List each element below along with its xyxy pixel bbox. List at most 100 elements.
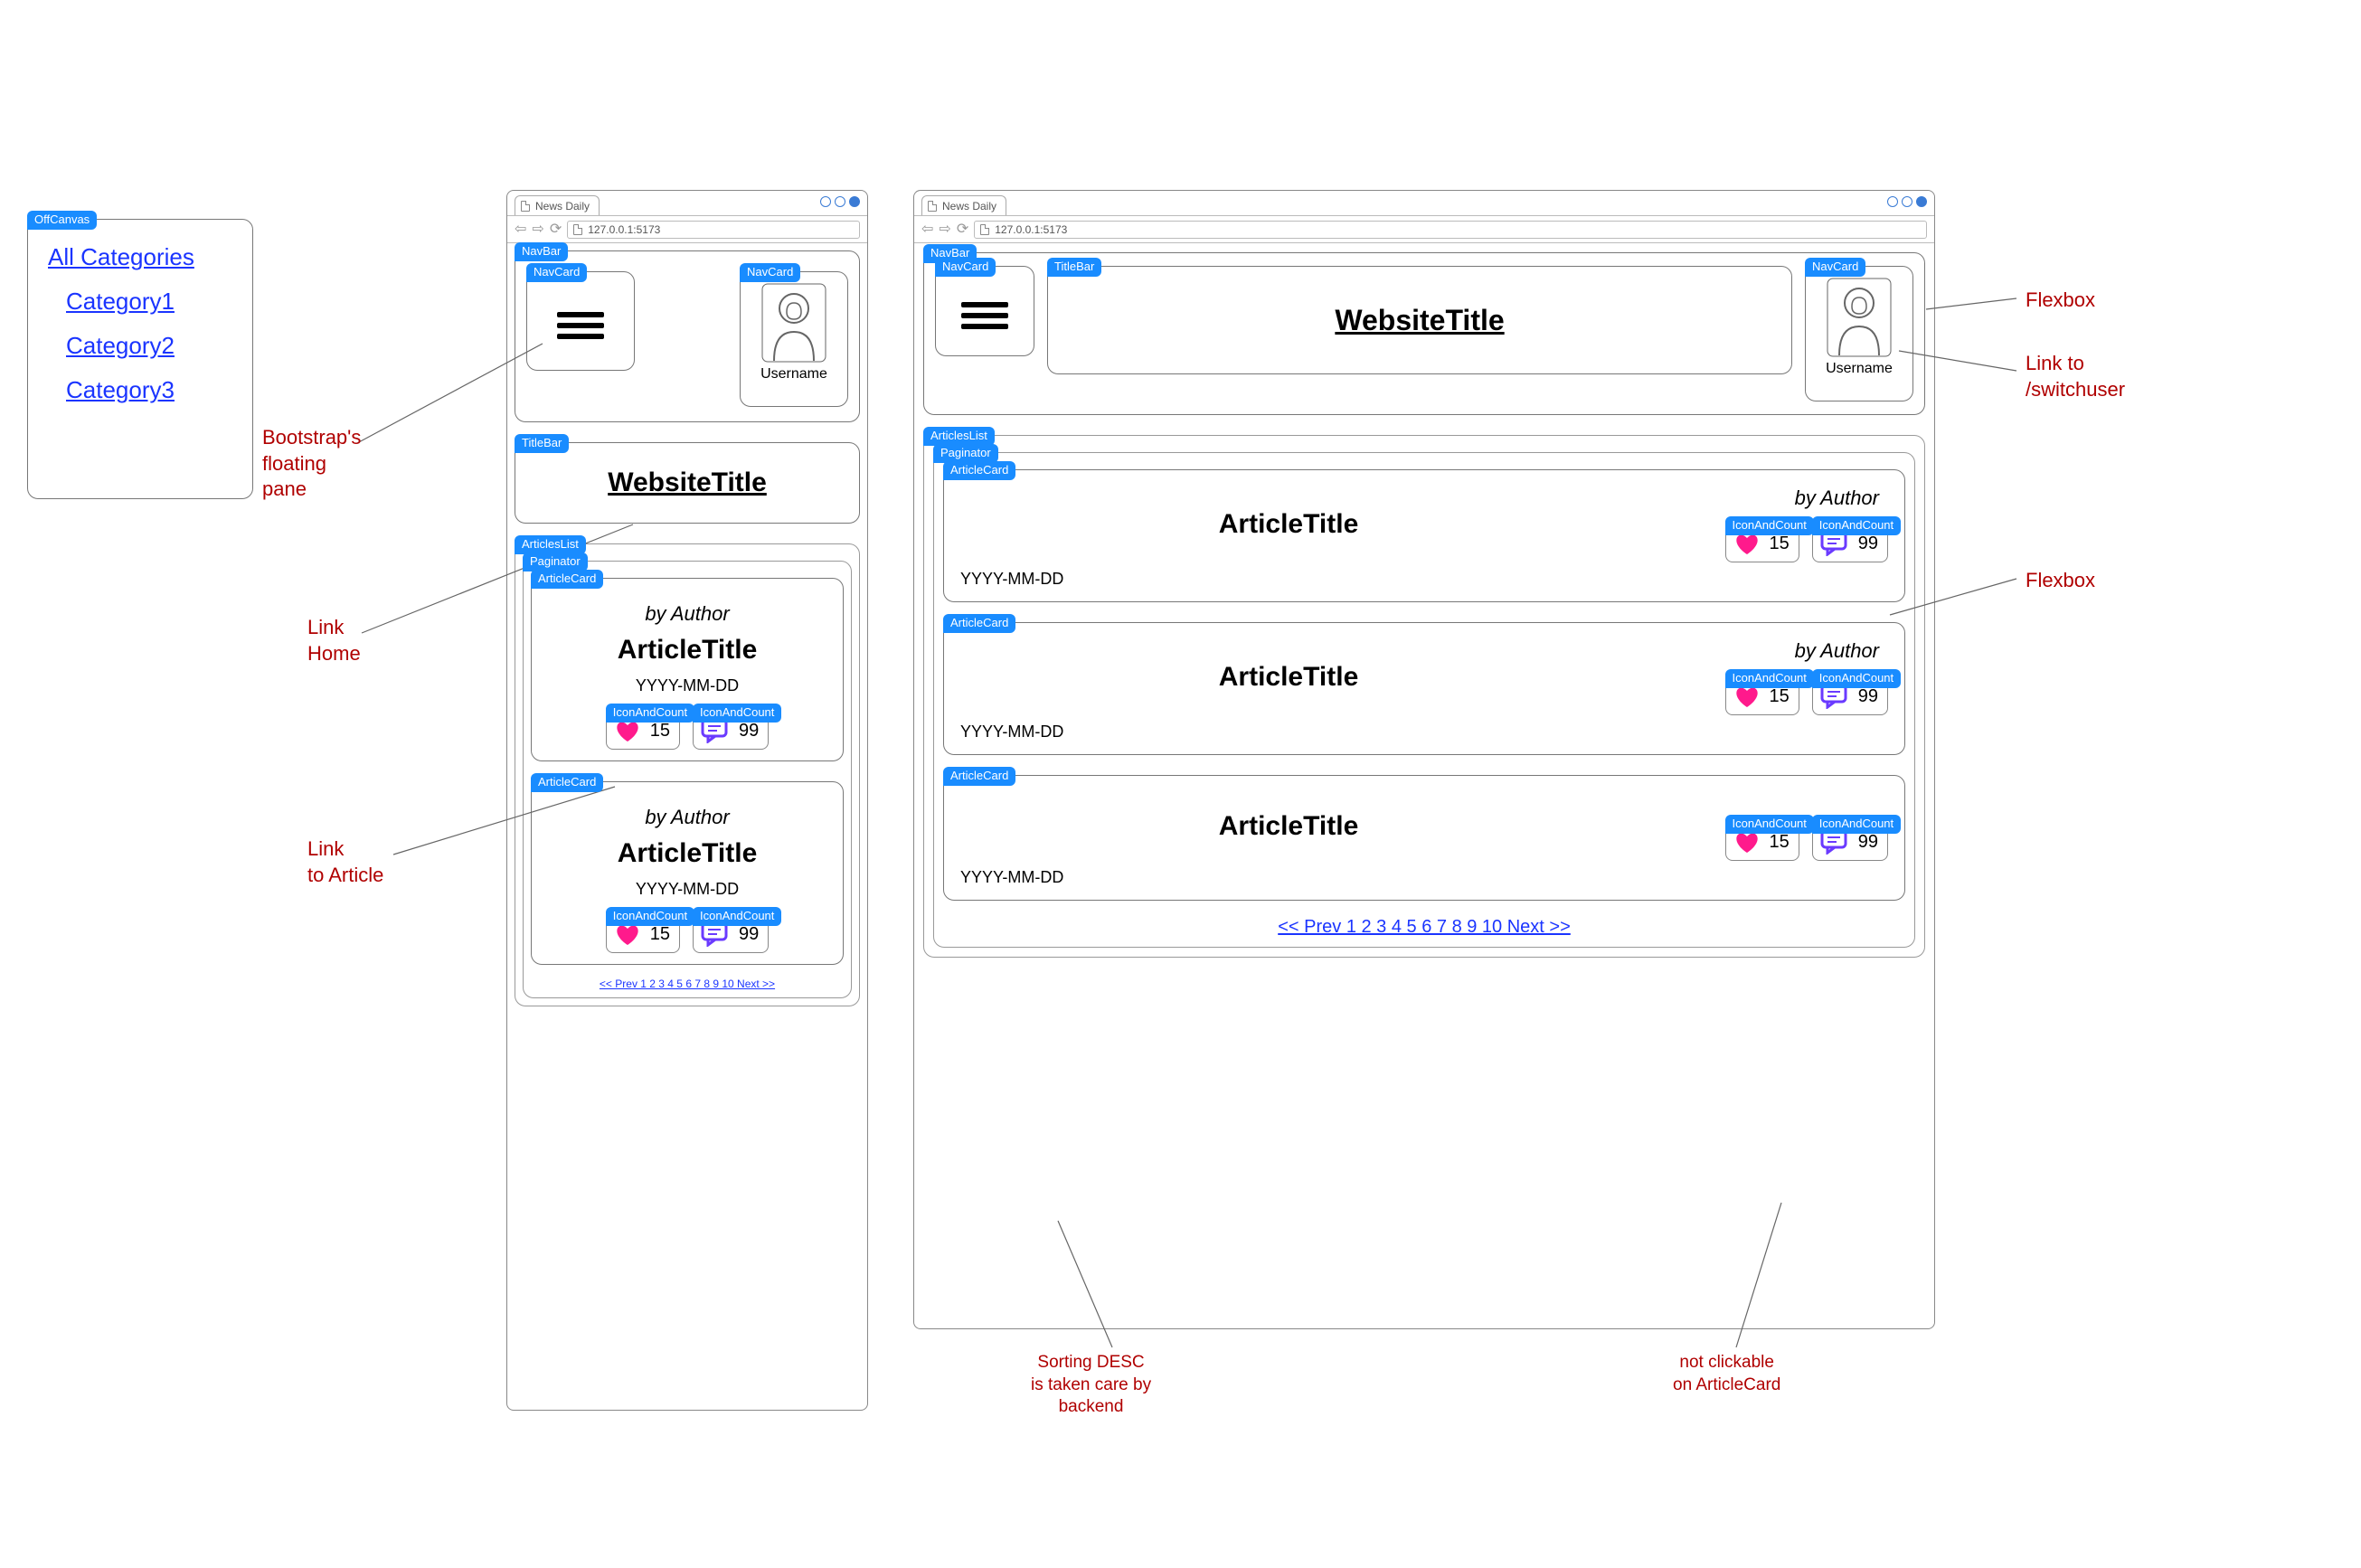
paginator-links-narrow[interactable]: << Prev 1 2 3 4 5 6 7 8 9 10 Next >> xyxy=(531,978,844,990)
tag-paginator: Paginator xyxy=(523,553,588,571)
anno-link-home: Link Home xyxy=(307,615,361,666)
articlecard-narrow-1[interactable]: ArticleCard by Author ArticleTitle YYYY-… xyxy=(531,578,844,761)
likes-box: IconAndCount 15 xyxy=(606,915,680,953)
article-title: ArticleTitle xyxy=(543,635,832,666)
reload-icon[interactable]: ⟳ xyxy=(957,222,968,237)
avatar-icon xyxy=(761,283,826,363)
doc-icon xyxy=(980,224,989,235)
window-dot[interactable] xyxy=(1887,196,1898,207)
byline: by Author xyxy=(543,602,832,626)
tag-iconcount: IconAndCount xyxy=(1725,815,1814,834)
window-dot[interactable] xyxy=(849,196,860,207)
paginator-narrow: Paginator ArticleCard by Author ArticleT… xyxy=(523,561,852,998)
hamburger-icon xyxy=(527,281,634,370)
tag-navcard: NavCard xyxy=(526,263,587,282)
browser-tab-title: News Daily xyxy=(942,200,996,213)
window-controls-narrow xyxy=(820,196,860,207)
website-title-link-narrow[interactable]: WebsiteTitle xyxy=(608,468,767,498)
tag-articleslist: ArticlesList xyxy=(923,427,995,446)
hamburger-icon xyxy=(936,276,1034,355)
anno-sorting: Sorting DESC is taken care by backend xyxy=(1031,1352,1151,1419)
likes-count: 15 xyxy=(650,721,670,741)
tag-iconcount: IconAndCount xyxy=(606,704,694,723)
tag-paginator: Paginator xyxy=(933,444,998,463)
tag-iconcount: IconAndCount xyxy=(1725,669,1814,688)
browser-toolbar-wide: ⇦ ⇨ ⟳ 127.0.0.1:5173 xyxy=(914,216,1934,243)
article-title: ArticleTitle xyxy=(543,838,832,869)
url-text: 127.0.0.1:5173 xyxy=(995,223,1067,236)
address-bar-narrow[interactable]: 127.0.0.1:5173 xyxy=(567,221,860,239)
likes-box: IconAndCount 15 xyxy=(606,712,680,750)
tag-articleslist: ArticlesList xyxy=(515,535,586,554)
comments-box: IconAndCount 99 xyxy=(1812,677,1888,715)
reload-icon[interactable]: ⟳ xyxy=(550,222,562,237)
likes-count: 15 xyxy=(1770,534,1790,554)
navcard-user-narrow[interactable]: NavCard Username xyxy=(740,271,848,407)
likes-count: 15 xyxy=(650,924,670,945)
tag-navcard: NavCard xyxy=(1805,258,1865,277)
tag-articlecard: ArticleCard xyxy=(531,773,603,792)
comments-box: IconAndCount 99 xyxy=(1812,524,1888,562)
tag-iconcount: IconAndCount xyxy=(1812,669,1901,688)
forward-icon[interactable]: ⇨ xyxy=(939,222,950,237)
comments-count: 99 xyxy=(1858,832,1878,853)
anno-floating-pane: Bootstrap's floating pane xyxy=(262,425,361,503)
tag-navcard: NavCard xyxy=(740,263,800,282)
articlecard-wide-3[interactable]: ArticleCard ArticleTitle IconAndCount 15 xyxy=(943,775,1905,901)
window-dot[interactable] xyxy=(1902,196,1912,207)
browser-wide: News Daily ⇦ ⇨ ⟳ 127.0.0.1:5173 NavBar N… xyxy=(913,190,1935,1329)
doc-icon xyxy=(928,201,937,212)
articlecard-wide-2[interactable]: ArticleCard ArticleTitle by Author IconA… xyxy=(943,622,1905,755)
comments-box: IconAndCount 99 xyxy=(693,915,769,953)
browser-tab-wide[interactable]: News Daily xyxy=(921,195,1006,215)
browser-tab-narrow[interactable]: News Daily xyxy=(515,195,600,215)
article-date: YYYY-MM-DD xyxy=(543,880,832,899)
offcanvas-link-all[interactable]: All Categories xyxy=(48,243,236,271)
article-date: YYYY-MM-DD xyxy=(960,570,1888,589)
navcard-user-wide[interactable]: NavCard Username xyxy=(1805,266,1913,401)
offcanvas-link-2[interactable]: Category2 xyxy=(66,332,236,360)
forward-icon[interactable]: ⇨ xyxy=(532,222,543,237)
tag-articlecard: ArticleCard xyxy=(531,570,603,589)
comments-count: 99 xyxy=(1858,534,1878,554)
offcanvas-panel: OffCanvas All Categories Category1 Categ… xyxy=(27,219,253,499)
window-dot[interactable] xyxy=(820,196,831,207)
tag-navbar: NavBar xyxy=(515,242,568,261)
paginator-links-wide[interactable]: << Prev 1 2 3 4 5 6 7 8 9 10 Next >> xyxy=(943,917,1905,938)
articlecard-narrow-2[interactable]: ArticleCard by Author ArticleTitle YYYY-… xyxy=(531,781,844,965)
comments-count: 99 xyxy=(1858,686,1878,707)
articleslist-wide: ArticlesList Paginator ArticleCard Artic… xyxy=(923,435,1925,958)
address-bar-wide[interactable]: 127.0.0.1:5173 xyxy=(974,221,1927,239)
url-text: 127.0.0.1:5173 xyxy=(588,223,660,236)
back-icon[interactable]: ⇦ xyxy=(515,222,526,237)
tag-iconcount: IconAndCount xyxy=(606,907,694,926)
byline: by Author xyxy=(1617,639,1879,663)
titlebar-wide: TitleBar WebsiteTitle xyxy=(1047,266,1792,374)
anno-not-clickable: not clickable on ArticleCard xyxy=(1673,1352,1780,1396)
article-title: ArticleTitle xyxy=(960,662,1617,693)
navcard-menu-narrow[interactable]: NavCard xyxy=(526,271,635,371)
website-title-link-wide[interactable]: WebsiteTitle xyxy=(1335,304,1504,337)
window-dot[interactable] xyxy=(1916,196,1927,207)
navcard-menu-wide[interactable]: NavCard xyxy=(935,266,1034,356)
anno-flexbox-1: Flexbox xyxy=(2026,288,2095,314)
offcanvas-link-3[interactable]: Category3 xyxy=(66,376,236,404)
tag-articlecard: ArticleCard xyxy=(943,614,1015,633)
browser-tabbar-wide: News Daily xyxy=(914,191,1934,216)
byline: by Author xyxy=(543,806,832,829)
window-dot[interactable] xyxy=(835,196,845,207)
articlecard-wide-1[interactable]: ArticleCard ArticleTitle by Author IconA… xyxy=(943,469,1905,602)
tag-articlecard: ArticleCard xyxy=(943,461,1015,480)
browser-tab-title: News Daily xyxy=(535,200,590,213)
back-icon[interactable]: ⇦ xyxy=(921,222,933,237)
tag-iconcount: IconAndCount xyxy=(693,907,781,926)
titlebar-narrow: TitleBar WebsiteTitle xyxy=(515,442,860,524)
browser-narrow: News Daily ⇦ ⇨ ⟳ 127.0.0.1:5173 NavBar N… xyxy=(506,190,868,1411)
likes-count: 15 xyxy=(1770,832,1790,853)
anno-link-article: Link to Article xyxy=(307,836,383,888)
offcanvas-link-1[interactable]: Category1 xyxy=(66,288,236,316)
tag-iconcount: IconAndCount xyxy=(693,704,781,723)
anno-flexbox-2: Flexbox xyxy=(2026,568,2095,594)
article-title: ArticleTitle xyxy=(960,509,1617,540)
tag-titlebar: TitleBar xyxy=(1047,258,1101,277)
